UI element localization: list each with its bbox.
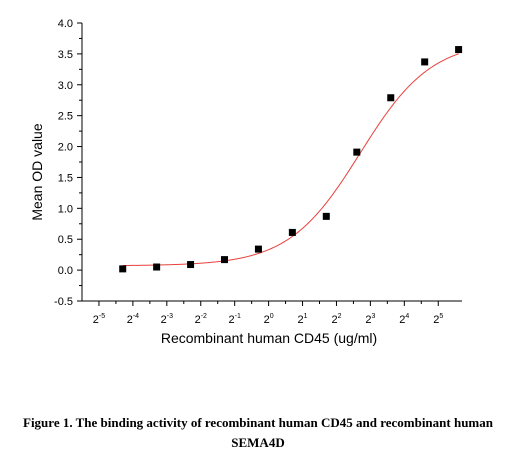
x-axis-label: Recombinant human CD45 (ug/ml) <box>161 330 377 346</box>
data-point <box>288 228 296 236</box>
y-tick-label: 1.5 <box>58 172 73 184</box>
y-tick-label: 0.0 <box>58 265 73 277</box>
x-tick-label: 25 <box>433 313 443 326</box>
fit-curve-layer <box>122 53 459 266</box>
data-point <box>119 265 127 273</box>
y-tick-label: 2.0 <box>58 142 73 154</box>
y-tick-label: 3.0 <box>58 80 73 92</box>
data-point <box>455 46 463 54</box>
x-tick-label: 2-5 <box>93 313 105 326</box>
y-tick-label: 0.5 <box>58 234 73 246</box>
fit-curve <box>122 53 459 266</box>
y-tick-label: -0.5 <box>54 296 73 308</box>
data-point <box>353 148 361 156</box>
figure-caption: Figure 1. The binding activity of recomb… <box>23 415 493 450</box>
data-point <box>221 256 228 264</box>
binding-activity-chart: -0.50.00.51.01.52.02.53.03.54.0 2-5 2-4 2-… <box>29 18 463 346</box>
y-axis: -0.5 0.0 0.5 1.0 1.5 2.0 2.5 3.0 3.5 4.0 <box>54 18 83 308</box>
x-axis: 2-5 2-4 2-3 2-2 2-1 20 21 22 23 24 25 <box>82 300 462 326</box>
x-tick-label: 2-3 <box>161 313 173 326</box>
x-tick-label: 2-1 <box>228 313 240 326</box>
x-tick-label: 21 <box>298 313 308 326</box>
x-tick-label: 22 <box>331 313 341 326</box>
data-points-layer <box>119 46 463 273</box>
y-tick-label: 3.5 <box>58 49 73 61</box>
x-tick-label: 23 <box>365 313 375 326</box>
data-point <box>187 261 195 269</box>
y-tick-label: 1.0 <box>58 203 73 215</box>
data-point <box>153 263 161 271</box>
x-tick-label: 2-2 <box>195 313 207 326</box>
x-tick-label: 2-4 <box>127 313 139 326</box>
data-point <box>421 58 429 66</box>
data-point <box>322 212 330 220</box>
x-tick-label: 24 <box>399 313 409 326</box>
data-point <box>254 245 262 253</box>
x-tick-label: 20 <box>264 313 274 326</box>
y-tick-label: 4.0 <box>58 18 73 30</box>
data-point <box>387 94 395 102</box>
y-axis-label: Mean OD value <box>29 123 45 220</box>
y-tick-label: 2.5 <box>58 111 73 123</box>
